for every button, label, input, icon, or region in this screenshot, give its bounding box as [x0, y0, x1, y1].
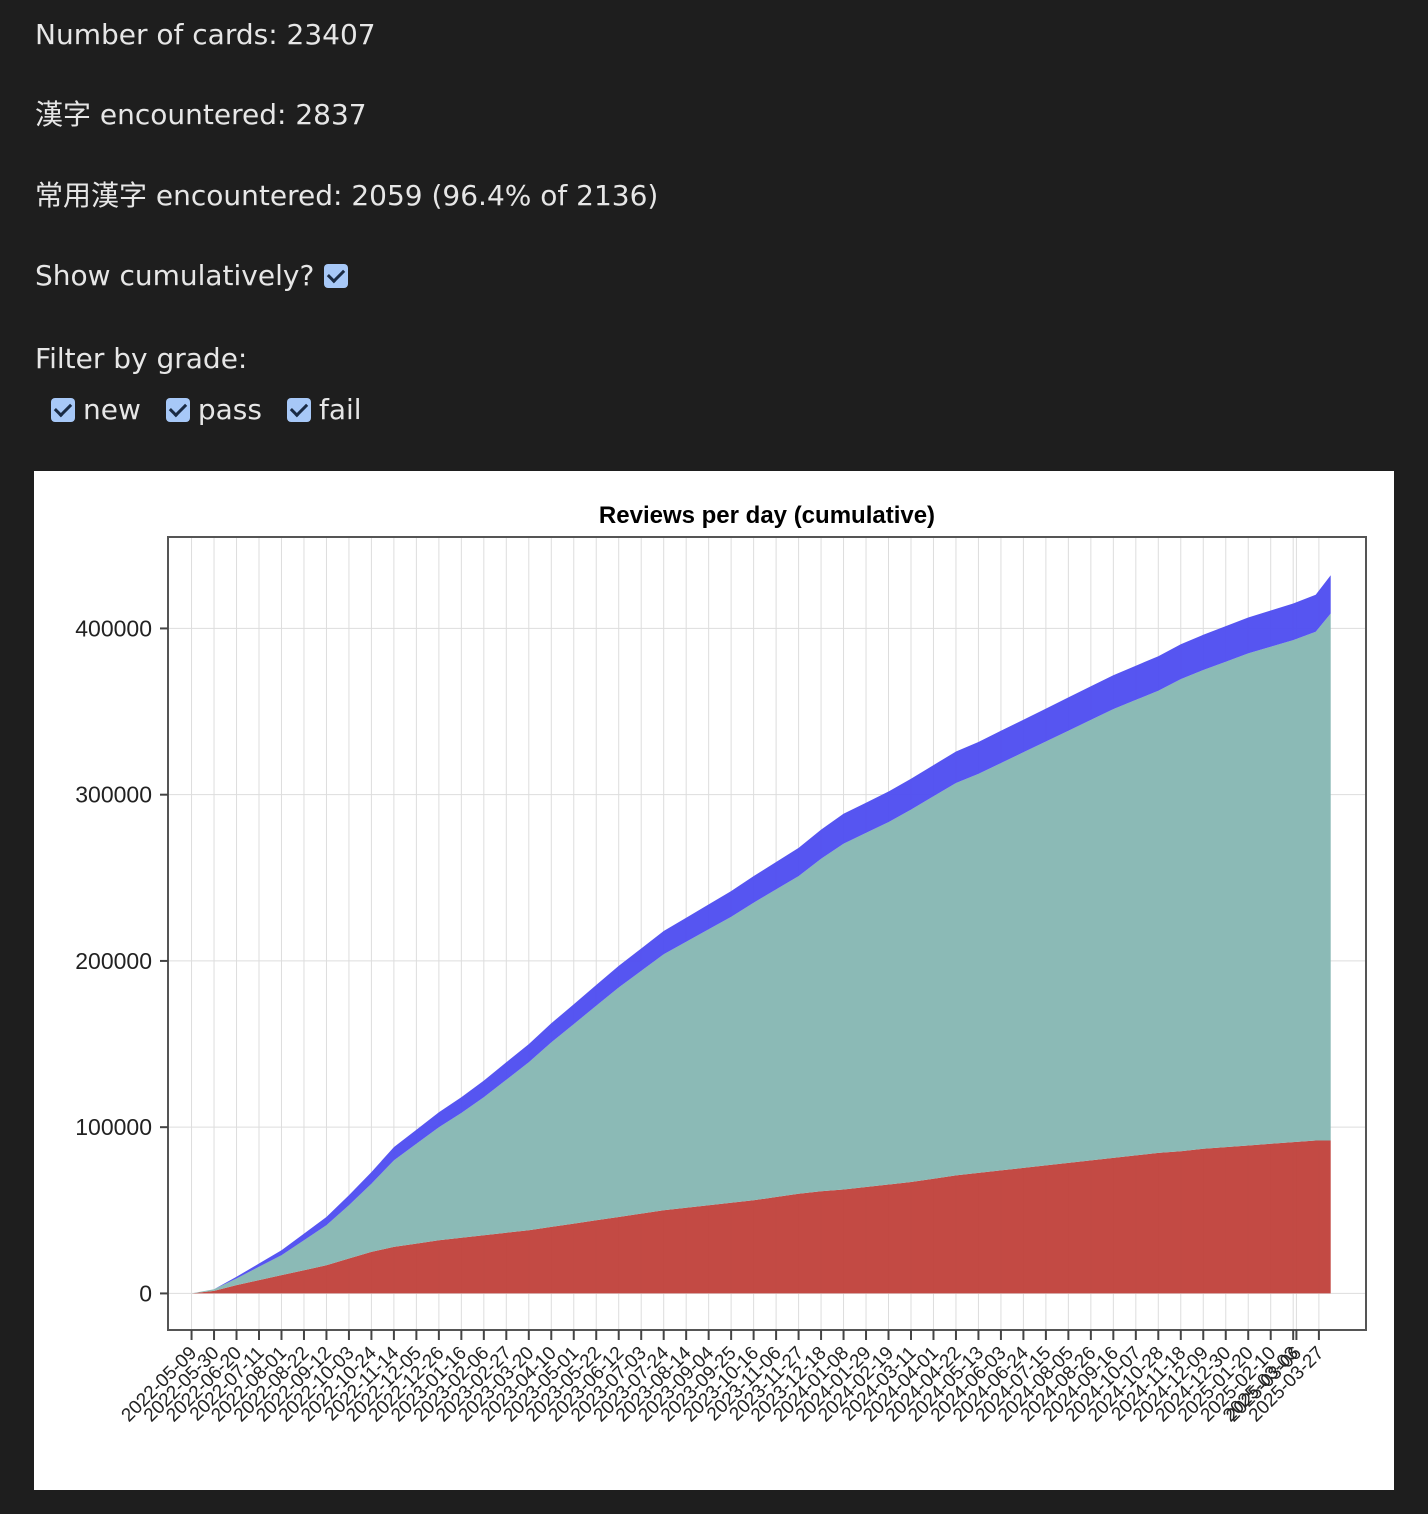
grade-new-label: new [83, 393, 141, 426]
y-tick-label: 200000 [75, 948, 152, 974]
grade-filter-label: Filter by grade: [35, 342, 248, 375]
grade-fail-option[interactable]: fail [286, 392, 362, 428]
grade-pass-checkbox[interactable] [165, 398, 190, 422]
grade-fail-checkbox[interactable] [286, 398, 311, 422]
cumulative-checkbox[interactable] [324, 264, 349, 288]
grade-fail-label: fail [318, 393, 362, 426]
cumulative-toggle-row: Show cumulatively? [35, 258, 349, 294]
kanji-count-text: 漢字 encountered: 2837 [35, 98, 367, 131]
area-series-1 [191, 613, 1331, 1294]
chart-title: Reviews per day (cumulative) [599, 502, 935, 529]
grade-filter-group: new pass fail [51, 392, 387, 428]
cumulative-label: Show cumulatively? [35, 259, 315, 292]
card-count-text: Number of cards: 23407 [35, 18, 376, 51]
area-series-2 [191, 575, 1331, 1294]
grade-pass-label: pass [197, 393, 262, 426]
plot-frame [167, 536, 1367, 1331]
grade-new-option[interactable]: new [51, 392, 141, 428]
area-series-0 [191, 1140, 1331, 1294]
joyo-kanji-count-text: 常用漢字 encountered: 2059 (96.4% of 2136) [35, 179, 659, 212]
y-tick-label: 300000 [75, 782, 152, 808]
y-tick-label: 0 [139, 1280, 152, 1306]
grade-new-checkbox[interactable] [51, 398, 75, 422]
reviews-chart-panel: Reviews per day (cumulative) 0 100000 20000… [34, 471, 1394, 1490]
y-tick-label: 400000 [75, 615, 152, 641]
reviews-chart: Reviews per day (cumulative) 0 100000 20000… [75, 502, 1367, 1426]
y-tick-label: 100000 [75, 1114, 152, 1140]
grade-pass-option[interactable]: pass [165, 392, 262, 428]
